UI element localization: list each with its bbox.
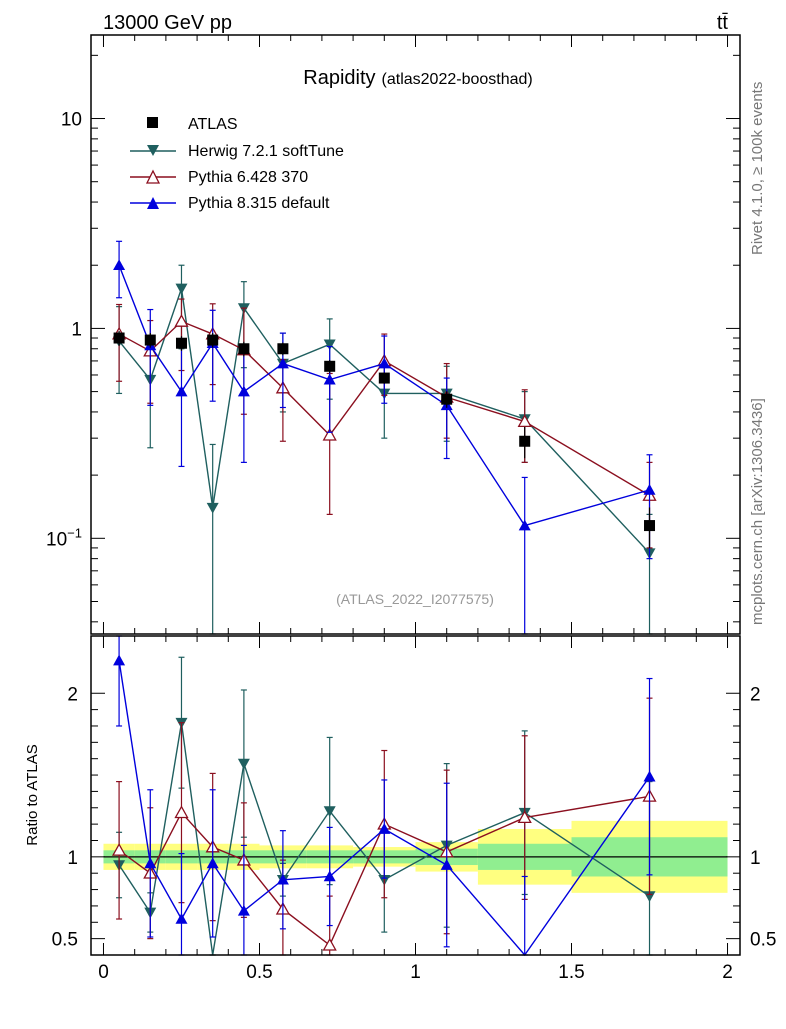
chart-title-main: Rapidity	[303, 67, 375, 89]
ratio-y-tick-label-right: 1	[750, 848, 761, 869]
energy-label: 13000 GeV pp	[103, 12, 232, 34]
y-tick-label: 10	[61, 110, 82, 131]
pythia8-ratio-marker	[643, 770, 656, 782]
pythia8-ratio-marker	[378, 823, 391, 834]
pythia6-ratio-marker	[111, 842, 127, 856]
legend-pythia6-marker	[145, 169, 161, 184]
chart-subtitle: (atlas2022-boosthad)	[382, 71, 533, 88]
atlas-data-point	[144, 334, 156, 346]
ratio-y-tick-label: 1	[67, 848, 78, 869]
atlas-data-point	[207, 334, 219, 346]
legend-pythia6-label: Pythia 6.428 370	[188, 169, 308, 186]
y-tick-label-exponent: −1	[67, 525, 82, 540]
y-tick-label: 10−1	[46, 525, 82, 550]
x-tick-label: 1	[410, 962, 421, 983]
atlas-data-point	[175, 337, 187, 349]
atlas-data-point	[441, 393, 453, 405]
pythia8-ratio-marker	[323, 870, 336, 882]
pythia8-marker	[276, 357, 289, 369]
process-label: tt̄	[717, 12, 729, 34]
x-tick-label: 2	[722, 962, 733, 983]
atlas-data-point	[378, 372, 390, 384]
pythia8-ratio-marker	[144, 857, 157, 869]
pythia8-marker	[378, 357, 391, 369]
ratio-y-tick-label: 2	[67, 684, 78, 705]
series-atlas	[113, 331, 656, 549]
mcplots-label: mcplots.cern.ch [arXiv:1306.3436]	[749, 398, 766, 625]
y-tick-label: 1	[71, 319, 82, 340]
legend-herwig-marker	[147, 145, 159, 156]
pythia8-marker	[323, 373, 336, 385]
pythia6-ratio-marker	[517, 810, 532, 824]
pythia6-marker	[322, 427, 337, 441]
atlas-data-point	[644, 520, 656, 532]
atlas-data-point	[519, 435, 531, 447]
ratio-y-tick-label-right: 0.5	[750, 930, 776, 951]
ratio-y-tick-label: 0.5	[52, 930, 78, 951]
legend: ATLAS Herwig 7.2.1 softTune Pythia 6.428…	[130, 116, 344, 212]
atlas-data-point	[113, 332, 125, 344]
atlas-data-point	[238, 343, 250, 355]
ratio-axis-label: Ratio to ATLAS	[24, 744, 41, 845]
herwig-marker	[206, 502, 219, 514]
pythia8-ratio-marker	[206, 857, 219, 869]
legend-herwig-label: Herwig 7.2.1 softTune	[188, 143, 344, 160]
pythia8-marker	[175, 385, 188, 397]
x-tick-label: 0.5	[246, 962, 272, 983]
herwig-ratio-marker	[237, 758, 250, 770]
pythia8-ratio-marker	[276, 873, 289, 885]
legend-pythia8-label: Pythia 8.315 default	[188, 195, 330, 212]
pythia8-ratio-marker	[440, 859, 453, 870]
pythia8-ratio-marker	[175, 913, 188, 924]
herwig-ratio-marker	[323, 806, 336, 818]
herwig-marker	[323, 339, 336, 351]
series-layer	[111, 240, 657, 957]
pythia6-marker	[517, 414, 532, 427]
y-tick-label-base: 10	[46, 529, 67, 550]
rivet-label: Rivet 4.1.0, ≥ 100k events	[749, 82, 766, 255]
pythia8-ratio-marker	[113, 654, 126, 666]
pythia8-marker	[643, 483, 656, 495]
pythia8-marker	[113, 259, 126, 271]
x-tick-label: 0	[98, 962, 109, 983]
legend-pythia8-marker	[147, 197, 159, 209]
chart-title: Rapidity (atlas2022-boosthad)	[303, 67, 532, 89]
legend-atlas-marker	[147, 117, 158, 128]
pythia8-marker	[237, 385, 250, 397]
pythia8-marker	[518, 519, 531, 531]
herwig-marker	[175, 283, 188, 295]
analysis-watermark: (ATLAS_2022_I2077575)	[336, 591, 494, 607]
legend-atlas-label: ATLAS	[188, 116, 238, 133]
pythia6-ratio-marker	[174, 805, 189, 819]
atlas-data-point	[277, 343, 289, 355]
pythia6-ratio-marker	[322, 937, 337, 951]
atlas-data-point	[324, 360, 336, 372]
x-tick-label: 1.5	[558, 962, 584, 983]
pythia6-marker	[174, 314, 189, 327]
pythia8-ratio-marker	[237, 904, 250, 916]
ratio-y-tick-label-right: 2	[750, 684, 761, 705]
